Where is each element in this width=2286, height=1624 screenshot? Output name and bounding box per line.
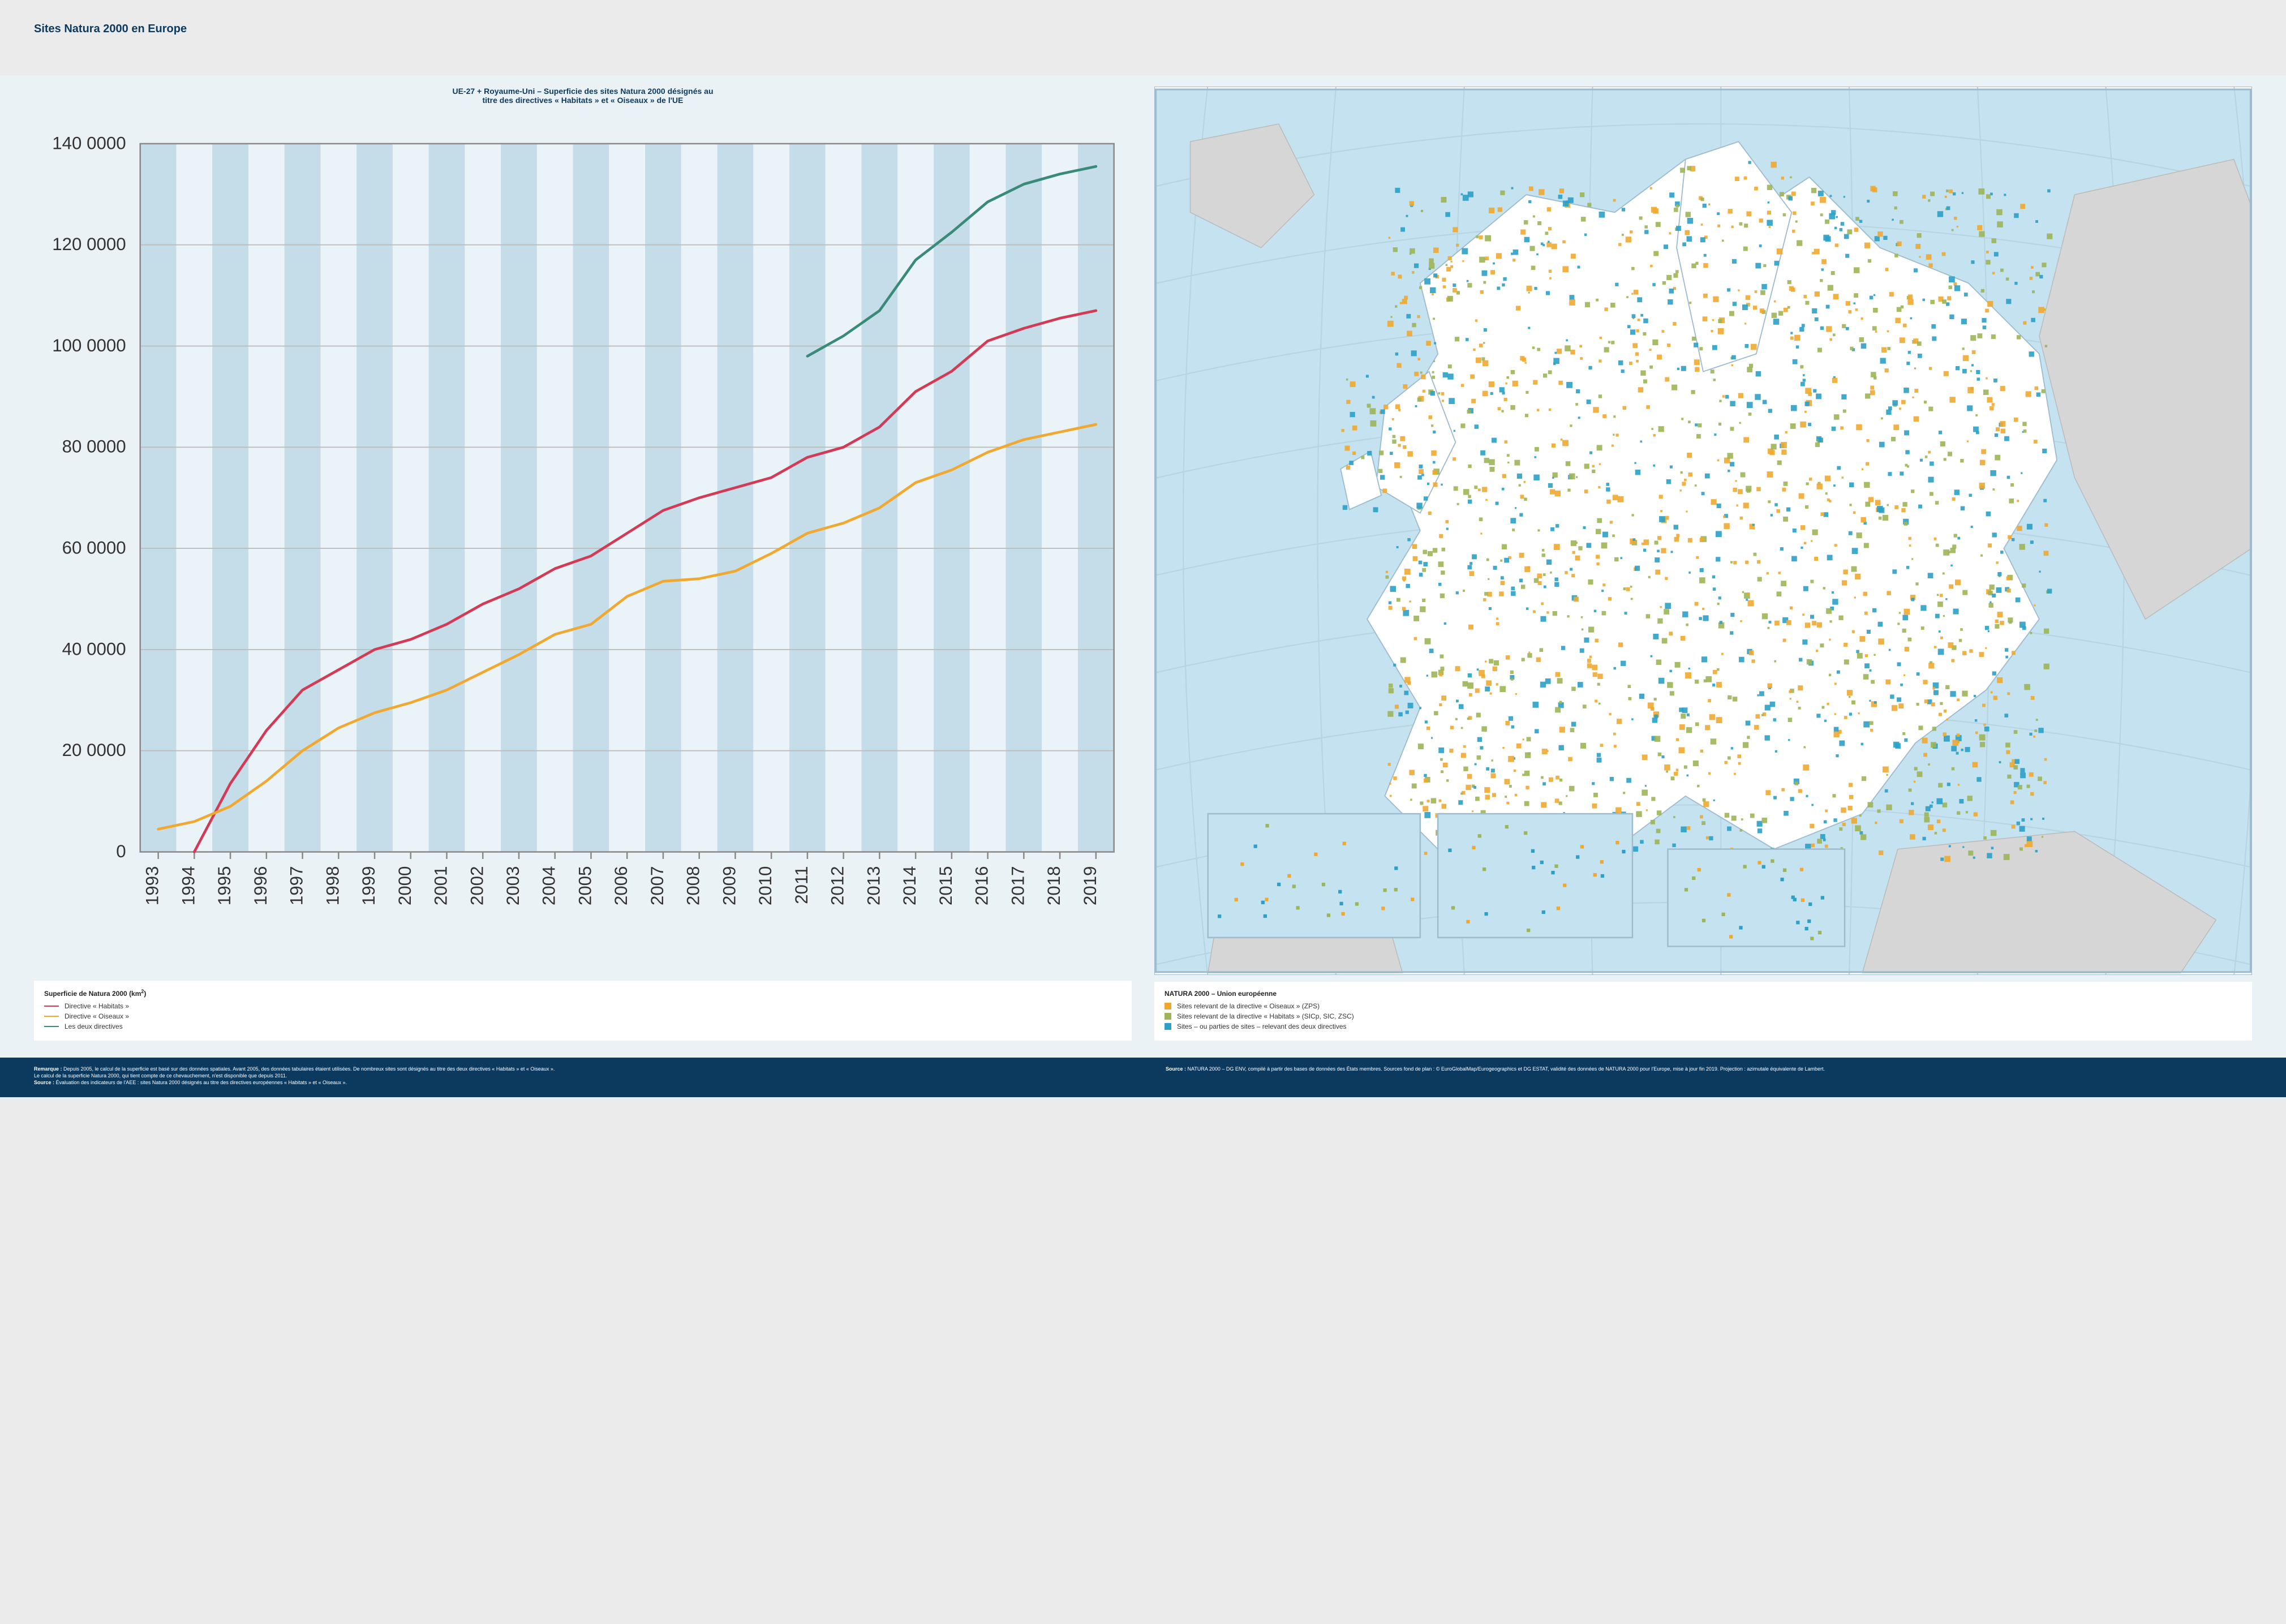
line-chart-svg: 0 20 0000 40 0000 60 0000 80 0000 100 0000 120…: [34, 110, 1132, 974]
chart-area: 0 20 0000 40 0000 60 0000 80 0000 100 0000 120…: [34, 110, 1132, 974]
svg-text:2015: 2015: [936, 866, 956, 906]
legend-label: Sites – ou parties de sites – relevant d…: [1177, 1022, 1347, 1030]
svg-text:2002: 2002: [467, 866, 487, 906]
svg-text:140 0000: 140 0000: [52, 133, 126, 153]
footer-right: Source : NATURA 2000 – DG ENV, compilé à…: [1166, 1066, 2252, 1086]
chart-title-line1: UE-27 + Royaume-Uni – Superficie des sit…: [34, 87, 1132, 96]
legend-swatch: [1165, 1003, 1171, 1009]
svg-text:2003: 2003: [503, 866, 523, 906]
svg-text:2017: 2017: [1008, 866, 1028, 906]
left-panel: UE-27 + Royaume-Uni – Superficie des sit…: [34, 87, 1132, 1041]
legend-swatch: [1165, 1023, 1171, 1030]
legend-label: Les deux directives: [65, 1022, 123, 1030]
svg-text:2016: 2016: [972, 866, 992, 906]
svg-text:80 0000: 80 0000: [62, 437, 126, 457]
svg-text:1998: 1998: [323, 866, 342, 906]
svg-text:1997: 1997: [287, 866, 307, 906]
legend-line-swatch: [44, 1016, 59, 1017]
chart-legend-item: Directive « Habitats »: [44, 1002, 1121, 1010]
svg-text:2019: 2019: [1080, 866, 1100, 906]
chart-legend-box: Superficie de Natura 2000 (km2) Directiv…: [34, 981, 1132, 1041]
svg-text:1994: 1994: [178, 866, 198, 906]
svg-text:40 0000: 40 0000: [62, 639, 126, 659]
svg-text:2011: 2011: [792, 866, 811, 904]
map-legend-item: Sites relevant de la directive « Oiseaux…: [1165, 1002, 2242, 1010]
legend-line-swatch: [44, 1026, 59, 1027]
content-band: UE-27 + Royaume-Uni – Superficie des sit…: [0, 75, 2286, 1058]
svg-text:2014: 2014: [900, 866, 919, 906]
legend-label: Sites relevant de la directive « Habitat…: [1177, 1012, 1354, 1020]
svg-text:2005: 2005: [575, 866, 595, 906]
chart-title: UE-27 + Royaume-Uni – Superficie des sit…: [34, 87, 1132, 105]
chart-legend-item: Les deux directives: [44, 1022, 1121, 1030]
svg-text:120 0000: 120 0000: [52, 234, 126, 254]
right-panel: NATURA 2000 – Union européenne Sites rel…: [1154, 87, 2252, 1041]
footer-band: Remarque : Depuis 2005, le calcul de la …: [0, 1058, 2286, 1097]
map-legend-item: Sites – ou parties de sites – relevant d…: [1165, 1022, 2242, 1030]
footer-left: Remarque : Depuis 2005, le calcul de la …: [34, 1066, 1120, 1086]
svg-text:20 0000: 20 0000: [62, 740, 126, 760]
chart-legend-item: Directive « Oiseaux »: [44, 1012, 1121, 1020]
chart-legend-title: Superficie de Natura 2000 (km2): [44, 989, 1121, 998]
svg-text:2018: 2018: [1044, 866, 1064, 906]
legend-label: Directive « Oiseaux »: [65, 1012, 129, 1020]
map-legend-item: Sites relevant de la directive « Habitat…: [1165, 1012, 2242, 1020]
legend-line-swatch: [44, 1006, 59, 1007]
svg-text:2004: 2004: [539, 866, 559, 906]
svg-text:2010: 2010: [755, 866, 775, 906]
svg-text:1995: 1995: [214, 866, 234, 906]
svg-text:2001: 2001: [431, 866, 451, 906]
map-legend-title: NATURA 2000 – Union européenne: [1165, 990, 2242, 998]
header-band: Sites Natura 2000 en Europe: [0, 0, 2286, 75]
svg-text:60 0000: 60 0000: [62, 538, 126, 558]
svg-text:2012: 2012: [828, 866, 848, 906]
svg-text:2007: 2007: [647, 866, 667, 906]
svg-text:2013: 2013: [863, 866, 883, 906]
svg-text:2009: 2009: [719, 866, 739, 906]
page-title: Sites Natura 2000 en Europe: [34, 23, 2252, 36]
legend-label: Directive « Habitats »: [65, 1002, 129, 1010]
svg-text:2008: 2008: [684, 866, 703, 906]
legend-swatch: [1165, 1013, 1171, 1020]
svg-text:2000: 2000: [395, 866, 415, 906]
map-area: [1154, 87, 2252, 975]
map-legend-box: NATURA 2000 – Union européenne Sites rel…: [1154, 982, 2252, 1041]
svg-text:0: 0: [116, 841, 126, 861]
svg-text:100 0000: 100 0000: [52, 336, 126, 355]
svg-text:1993: 1993: [143, 866, 162, 906]
map-svg: [1155, 87, 2251, 974]
svg-text:2006: 2006: [611, 866, 631, 906]
svg-text:1999: 1999: [359, 866, 379, 906]
svg-text:1996: 1996: [251, 866, 270, 906]
legend-label: Sites relevant de la directive « Oiseaux…: [1177, 1002, 1320, 1010]
chart-title-line2: titre des directives « Habitats » et « O…: [34, 96, 1132, 105]
